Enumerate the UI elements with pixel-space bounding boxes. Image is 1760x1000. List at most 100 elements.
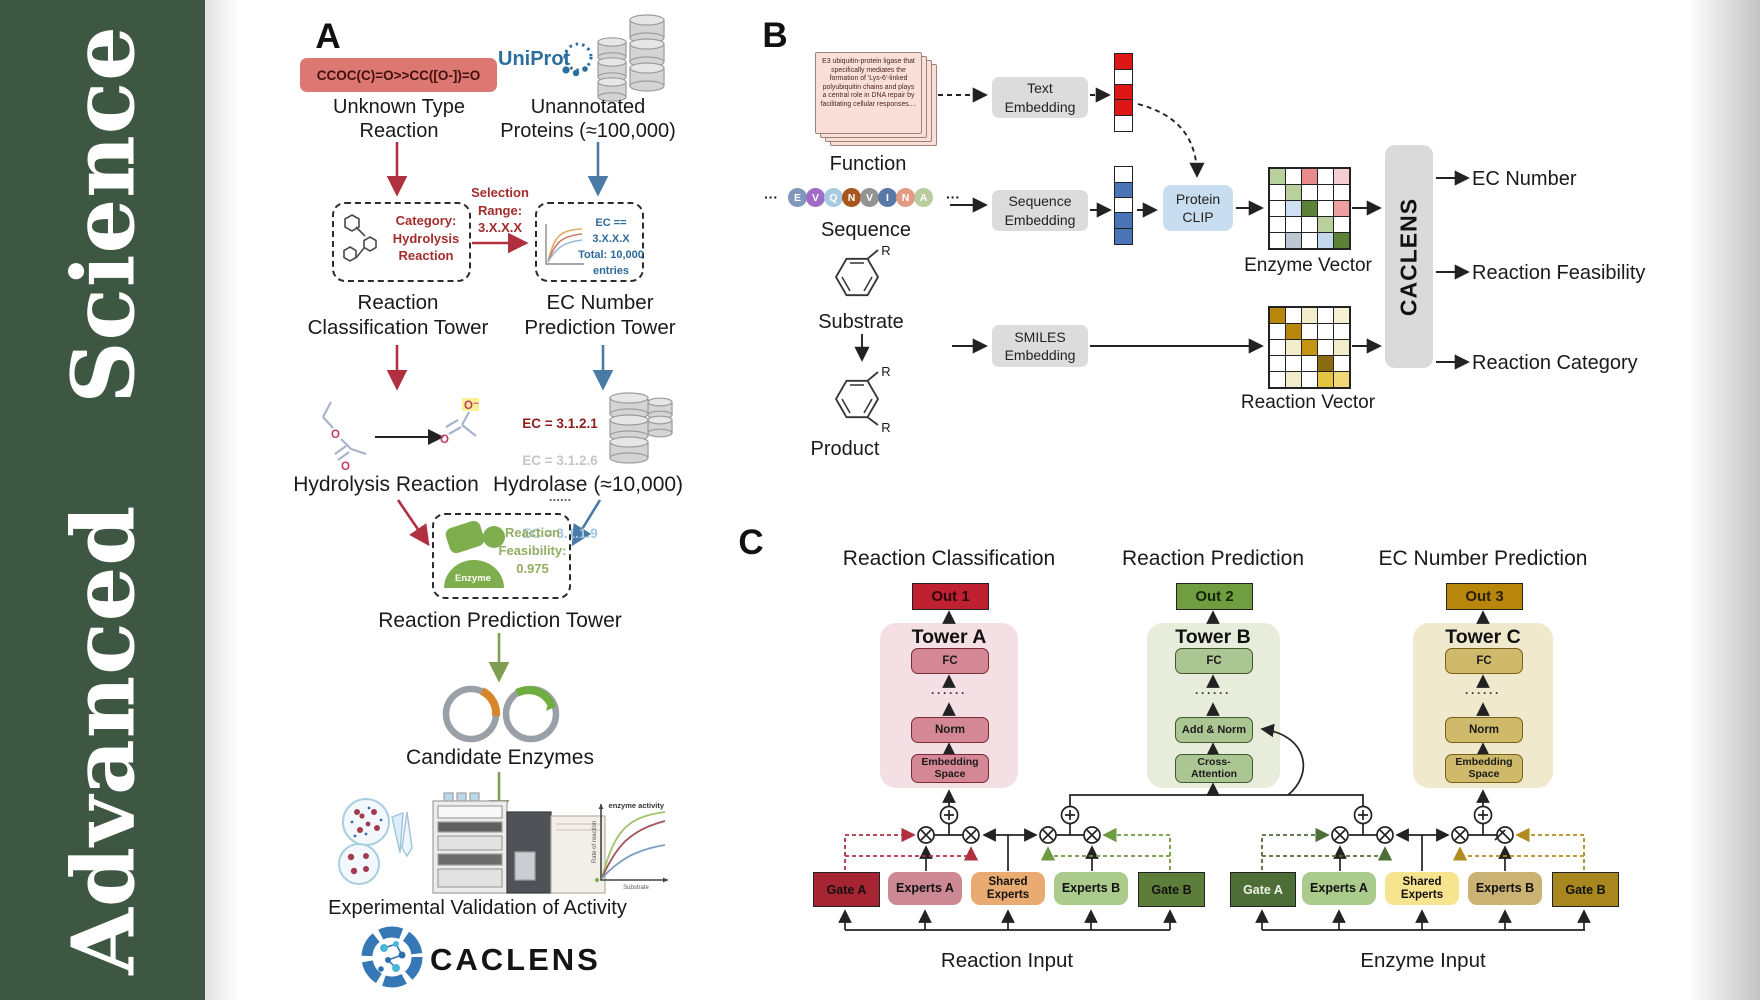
protein-database-icon — [597, 14, 665, 102]
vector-cell — [1300, 371, 1319, 389]
tower3-label: Reaction Prediction Tower — [378, 609, 622, 632]
out2-box: Out 2 — [1176, 583, 1253, 610]
reaction-gateB: Gate B — [1138, 872, 1205, 907]
reaction-classification-box — [332, 202, 471, 282]
panelA-letter: A — [315, 17, 341, 56]
selection-range-label: Selection Range: 3.X.X.X — [471, 185, 529, 236]
vector-cell — [1333, 306, 1351, 324]
vector-cell — [1268, 183, 1286, 201]
towerB-dots: ······ — [1195, 686, 1231, 700]
vector-cell — [1284, 355, 1302, 373]
svg-text:O: O — [341, 461, 350, 473]
reaction-gateA: Gate A — [813, 872, 880, 907]
vector-cell — [1317, 371, 1335, 389]
journal-title: Advanced Science — [53, 25, 155, 975]
vector-cell — [1317, 322, 1335, 340]
amino-acid-circle: Q — [824, 188, 843, 207]
product-label: Product — [810, 438, 880, 460]
out3-box: Out 3 — [1446, 583, 1523, 610]
ec-item: EC = 3.1.2.6 — [522, 452, 598, 468]
plot-ylabel: Rate of reaction — [592, 821, 598, 863]
vector-cell — [1284, 199, 1302, 218]
unknown-type-label: Unknown Type Reaction — [333, 96, 465, 143]
plot-xlabel: Substrate — [623, 885, 649, 891]
vector-cell — [1300, 199, 1319, 218]
otimes-nodes — [917, 826, 1514, 844]
output-ec-number: EC Number — [1472, 168, 1577, 190]
vector-cell — [1114, 114, 1133, 132]
vector-cell — [1317, 232, 1335, 250]
vector-cell — [1268, 232, 1286, 250]
amino-acid-circle: N — [842, 188, 861, 207]
reaction-shared-experts: Shared Experts — [971, 872, 1045, 905]
vector-cell — [1333, 322, 1351, 340]
vector-cell — [1317, 338, 1335, 357]
oxygen-labels: O O O⁻ O — [331, 400, 479, 473]
vector-cell — [1284, 338, 1302, 357]
vector-cell — [1333, 371, 1351, 389]
feasibility-label: Reaction Feasibility: 0.975 — [498, 525, 567, 577]
product-molecule — [834, 371, 880, 426]
vector-cell — [1268, 338, 1286, 357]
mixer-nodes — [917, 805, 1514, 844]
enzyme-expertsB: Experts B — [1468, 872, 1542, 905]
header-reaction-classification: Reaction Classification — [842, 547, 1056, 570]
panelC-letter: C — [738, 523, 764, 562]
sequence-embedding-box: Sequence Embedding — [992, 190, 1088, 231]
caclens-model-bar: CACLENS — [1385, 145, 1433, 368]
cells-icon — [338, 798, 413, 885]
enzyme-input-label: Enzyme Input — [1360, 949, 1486, 972]
amino-acid-circle: V — [806, 188, 825, 207]
vector-cell — [1300, 322, 1319, 340]
panelA-arrows — [375, 142, 614, 821]
sequence-ellipsis-right: ··· — [946, 189, 960, 205]
product-r2-label: R — [881, 420, 891, 435]
instrument-icon — [432, 792, 606, 894]
ec-filter-label: EC == 3.X.X.X Total: 10,000 entries — [578, 217, 644, 277]
ester-molecule — [322, 401, 367, 461]
reaction-expertsB: Experts B — [1054, 872, 1128, 905]
vector-cell — [1268, 355, 1286, 373]
reaction-vector-grid — [1268, 306, 1351, 389]
vector-cell — [1300, 338, 1319, 357]
uniprot-logo-text: UniProt — [498, 48, 571, 70]
vector-cell — [1333, 216, 1351, 234]
towerA-title: Tower A — [911, 626, 987, 648]
vector-cell — [1333, 183, 1351, 201]
tower1-label: Reaction Classification Tower — [307, 291, 489, 339]
header-ec-number-prediction: EC Number Prediction — [1378, 547, 1588, 570]
smiles-embedding-box: SMILES Embedding — [992, 325, 1088, 367]
hydrolase-label: Hydrolase (≈10,000) — [492, 473, 684, 496]
enzyme-gateA: Gate A — [1230, 872, 1296, 907]
towerB-add-norm: Add & Norm — [1175, 717, 1253, 743]
vector-cell — [1333, 199, 1351, 218]
vector-cell — [1114, 227, 1133, 245]
amino-acid-circle: N — [896, 188, 915, 207]
towerC-norm: Norm — [1445, 717, 1523, 743]
towerC-fc: FC — [1445, 648, 1523, 674]
ec-number-list: EC = 3.1.2.1 EC = 3.1.2.6 ...... EC = 3.… — [515, 397, 605, 561]
towerC-dots: ······ — [1465, 686, 1501, 700]
svg-text:O⁻: O⁻ — [464, 400, 479, 412]
enzyme-blob-label: Enzyme — [455, 573, 491, 584]
vector-cell — [1317, 216, 1335, 234]
towerA-dots: ······ — [931, 686, 967, 700]
towerB-fc: FC — [1175, 648, 1253, 674]
kinetics-plot-labels: enzyme activity Rate of reaction Substra… — [592, 801, 665, 891]
substrate-label: Substrate — [818, 311, 904, 333]
reaction-feasibility-box — [432, 513, 571, 599]
substrate-r-label: R — [881, 243, 891, 258]
amino-acid-circle: V — [860, 188, 879, 207]
towerA-embedding-space: Embedding Space — [911, 754, 989, 783]
product-r1-label: R — [881, 364, 891, 379]
panelB-letter: B — [762, 16, 788, 55]
plasmid-icons — [442, 685, 560, 743]
function-label: Function — [829, 153, 907, 175]
vector-cell — [1317, 306, 1335, 324]
vector-cell — [1300, 355, 1319, 373]
vector-cell — [1284, 371, 1302, 389]
vector-cell — [1317, 199, 1335, 218]
towerB-title: Tower B — [1175, 626, 1251, 648]
